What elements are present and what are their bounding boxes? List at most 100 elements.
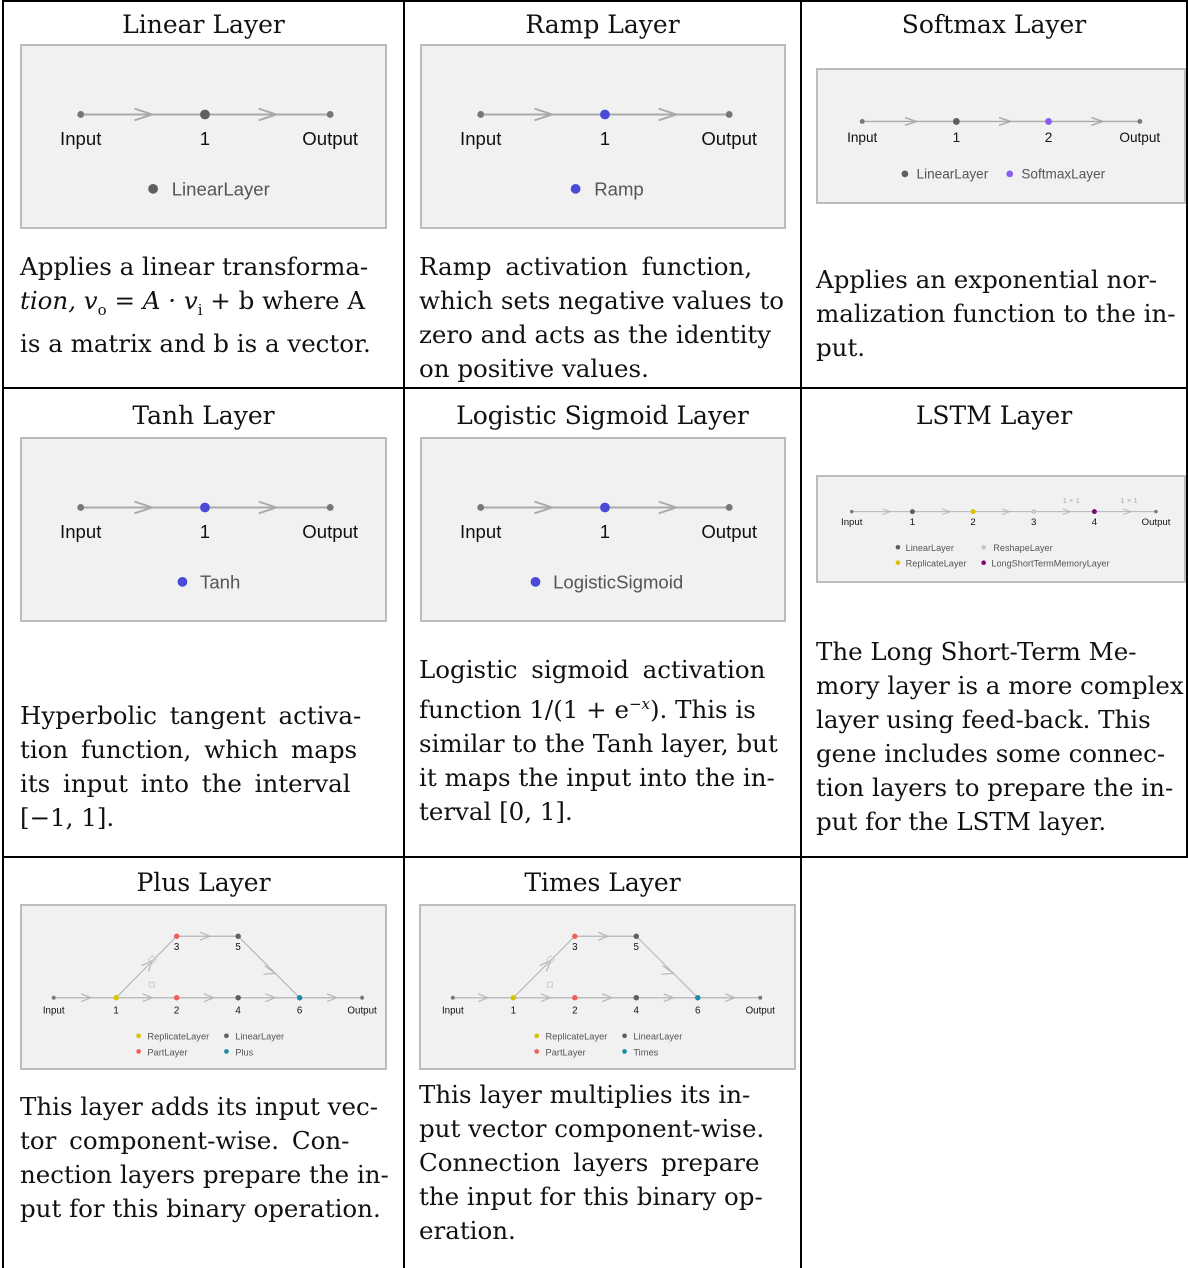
desc-line-3: is a matrix and b is a vector.: [20, 328, 371, 358]
node-label-5: 5: [235, 942, 241, 953]
desc-line: malization function to the in-: [816, 299, 1176, 328]
node-4: [235, 995, 241, 1001]
desc-line: which sets negative values to: [419, 286, 785, 315]
node-label-input: Input: [841, 517, 863, 528]
node-input: [477, 504, 485, 511]
desc-line: This layer adds its input vec-: [20, 1092, 379, 1121]
desc-line: mory layer is a more complex: [816, 671, 1184, 700]
cell-title: Linear Layer: [122, 10, 285, 39]
node-input: [77, 111, 85, 118]
node-label-1: 1: [953, 130, 961, 145]
legend-dot-replicate: [136, 1033, 141, 1039]
legend-label: LinearLayer: [172, 179, 270, 200]
legend-label: LinearLayer: [235, 1032, 284, 1042]
legend-label: PartLayer: [546, 1047, 586, 1057]
cell-tanh-layer: Tanh Layer Input 1 Output Tanh Hyperboli…: [4, 389, 403, 856]
cell-softmax-layer: Softmax Layer Input 1 2 Output LinearLay…: [802, 2, 1186, 387]
cell-times-layer: Times Layer: [405, 858, 800, 1268]
node-label-input: Input: [43, 1005, 65, 1016]
node-6: [695, 995, 701, 1001]
desc-line: put.: [816, 333, 866, 362]
node-3: [1031, 509, 1037, 515]
edge-label: 1 × 1: [1063, 496, 1080, 505]
desc-line: its input into the interval: [20, 769, 351, 798]
desc-line: put vector component-wise.: [419, 1114, 765, 1143]
desc-line: the input for this binary op-: [419, 1182, 763, 1211]
network-diagram: Input 1 Output Tanh: [20, 437, 387, 622]
legend-dot-times: [622, 1049, 627, 1054]
node-1: [600, 502, 610, 513]
cell-description: Ramp activation function, which sets neg…: [419, 250, 787, 386]
node-3: [572, 933, 578, 939]
node-1: [600, 109, 610, 120]
node-output: [360, 995, 365, 1000]
node-label-1: 1: [910, 517, 915, 528]
legend-label: Times: [633, 1047, 658, 1057]
node-label-output: Output: [746, 1005, 776, 1016]
node-2: [572, 995, 578, 1001]
node-input: [850, 509, 854, 514]
cell-description: Applies an exponential nor- malization f…: [816, 263, 1182, 365]
node-4: [633, 995, 640, 1001]
cell-description: This layer multiplies its in- put vector…: [419, 1078, 787, 1248]
table-border-row2: [2, 856, 1188, 858]
desc-line: Hyperbolic tangent activa-: [20, 701, 362, 730]
legend-label: PartLayer: [147, 1047, 187, 1057]
node-label-output: Output: [302, 128, 359, 149]
node-label-4: 4: [235, 1005, 241, 1016]
desc-line-2: tion, vo = A · vi + b where A: [20, 286, 366, 319]
legend-dot-part: [534, 1049, 540, 1054]
legend-dot-tanh: [177, 576, 188, 587]
node-label-output: Output: [701, 521, 758, 542]
table-border-left: [2, 0, 4, 1268]
legend-dot-logistic: [530, 576, 541, 587]
desc-line: [−1, 1].: [20, 803, 115, 832]
legend-label: Plus: [235, 1047, 253, 1057]
legend-label: ReplicateLayer: [147, 1032, 209, 1042]
desc-line: nection layers prepare the in-: [20, 1160, 389, 1189]
node-label-2: 2: [572, 1005, 577, 1016]
cell-lstm-layer: LSTM Layer 1 × 1 1 × 1 Input 1 2 3 4 Out…: [802, 389, 1186, 856]
desc-line: put for this binary operation.: [20, 1194, 381, 1223]
cell-title: Times Layer: [524, 868, 681, 897]
node-label-output: Output: [302, 521, 359, 542]
legend-dot-linear: [901, 170, 909, 178]
network-diagram: Input 1 Output Ramp: [420, 44, 786, 229]
cell-empty: [802, 858, 1188, 1268]
node-4: [1091, 509, 1097, 515]
cell-ramp-layer: Ramp Layer Input 1 Output Ramp Ramp acti…: [405, 2, 800, 387]
node-label-output: Output: [1142, 517, 1171, 528]
legend-label: LinearLayer: [906, 543, 954, 553]
table-border-right: [1186, 0, 1188, 856]
legend-label: SoftmaxLayer: [1021, 167, 1105, 182]
node-label-input: Input: [460, 521, 502, 542]
node-output: [1154, 509, 1158, 514]
node-output: [725, 504, 733, 511]
node-label-output: Output: [347, 1005, 377, 1016]
cell-description: Logistic sigmoid activation function 1/(…: [419, 653, 787, 829]
node-input: [77, 504, 85, 511]
network-diagram: Input 1 2 Output LinearLayer SoftmaxLaye…: [816, 68, 1186, 204]
legend-dot-reshape: [981, 544, 986, 550]
table-border-top: [2, 0, 1188, 2]
cell-description: Applies a linear transforma- tion, vo = …: [20, 250, 392, 361]
legend-dot-linear: [148, 183, 159, 194]
node-label-input: Input: [460, 128, 502, 149]
network-diagram: Input 1 Output LogisticSigmoid: [420, 437, 786, 622]
node-1: [952, 118, 960, 125]
desc-line: put for the LSTM layer.: [816, 807, 1107, 836]
legend-dot-ramp: [570, 183, 581, 194]
node-output: [758, 995, 763, 1000]
cell-description: The Long Short-Term Me- mory layer is a …: [816, 635, 1184, 839]
cell-plus-layer: Plus Layer: [4, 858, 403, 1268]
node-1: [113, 995, 119, 1001]
desc-line: Applies an exponential nor-: [816, 265, 1158, 294]
legend-label: LinearLayer: [917, 167, 989, 182]
desc-line: layer using feed-back. This: [816, 705, 1151, 734]
node-output: [326, 111, 334, 118]
node-label-2: 2: [970, 517, 975, 528]
table-border-col2: [800, 0, 802, 1268]
network-diagram: Input 1 Output LinearLayer: [20, 44, 387, 229]
node-label-input: Input: [60, 128, 102, 149]
node-1: [200, 502, 210, 513]
